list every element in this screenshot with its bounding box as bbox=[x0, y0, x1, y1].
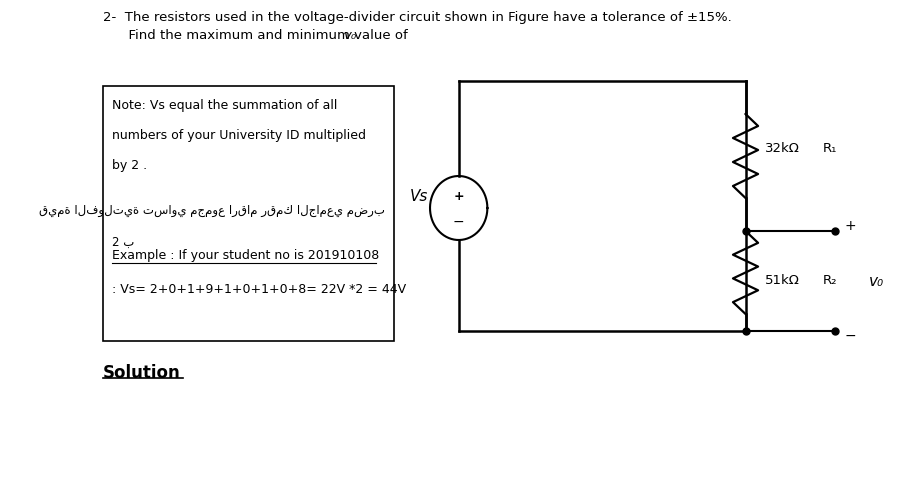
Text: v₀: v₀ bbox=[869, 274, 884, 289]
Text: Solution: Solution bbox=[102, 364, 181, 382]
Text: −: − bbox=[453, 215, 464, 229]
Text: 2-  The resistors used in the voltage-divider circuit shown in Figure have a tol: 2- The resistors used in the voltage-div… bbox=[102, 11, 732, 24]
Text: قيمة الفولتية تساوي مجموع ارقام رقمك الجامعي مضرب: قيمة الفولتية تساوي مجموع ارقام رقمك الج… bbox=[39, 204, 385, 217]
Bar bbox=[102, 86, 394, 341]
Text: R₂: R₂ bbox=[822, 275, 837, 288]
Text: −: − bbox=[845, 329, 856, 343]
Text: : Vs= 2+0+1+9+1+0+1+0+8= 22V *2 = 44V: : Vs= 2+0+1+9+1+0+1+0+8= 22V *2 = 44V bbox=[112, 283, 406, 296]
Text: numbers of your University ID multiplied: numbers of your University ID multiplied bbox=[112, 129, 366, 142]
Text: +: + bbox=[453, 190, 464, 203]
Text: Vs: Vs bbox=[410, 189, 427, 204]
Text: by 2 .: by 2 . bbox=[112, 159, 147, 172]
Text: 51kΩ: 51kΩ bbox=[765, 275, 800, 288]
Text: 2 ب: 2 ب bbox=[112, 236, 134, 249]
Text: +: + bbox=[845, 219, 856, 233]
Text: 32kΩ: 32kΩ bbox=[765, 141, 800, 155]
Text: Find the maximum and minimum value of: Find the maximum and minimum value of bbox=[102, 29, 412, 42]
Text: v₀: v₀ bbox=[343, 29, 356, 42]
Text: Example : If your student no is 201910108: Example : If your student no is 20191010… bbox=[112, 249, 379, 262]
Text: R₁: R₁ bbox=[822, 141, 837, 155]
Text: Note: Vs equal the summation of all: Note: Vs equal the summation of all bbox=[112, 99, 337, 112]
